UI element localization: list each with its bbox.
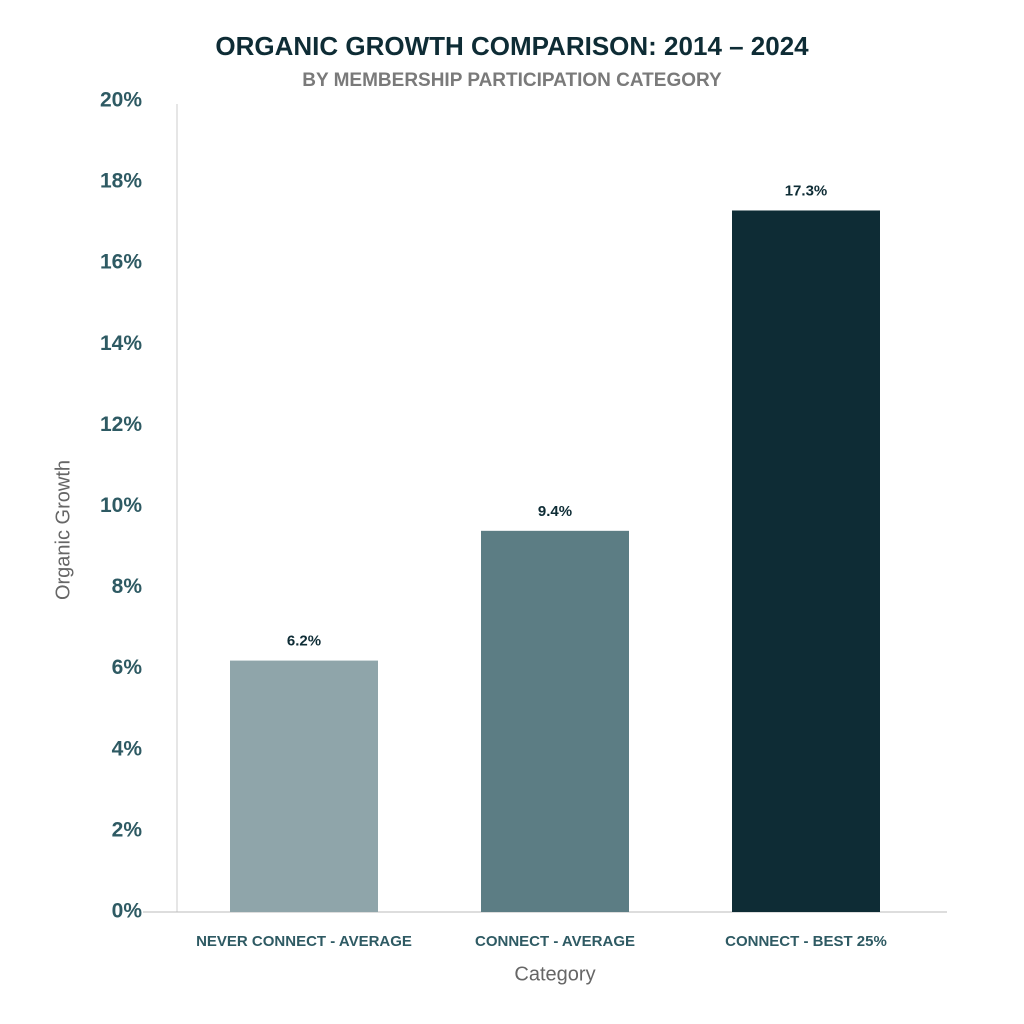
- y-tick-label: 20%: [100, 89, 142, 112]
- y-tick-label: 14%: [100, 332, 142, 355]
- y-tick-label: 16%: [100, 251, 142, 274]
- chart-title: ORGANIC GROWTH COMPARISON: 2014 – 2024: [215, 31, 809, 61]
- data-label: 6.2%: [287, 633, 321, 650]
- y-axis-label: Organic Growth: [52, 460, 74, 600]
- bar: [230, 660, 378, 912]
- bar: [481, 530, 629, 912]
- bar: [732, 210, 880, 913]
- data-label: 9.4%: [538, 503, 572, 520]
- y-tick-label: 2%: [112, 818, 143, 841]
- data-label: 17.3%: [785, 182, 828, 199]
- y-tick-label: 4%: [112, 737, 143, 760]
- chart-subtitle: BY MEMBERSHIP PARTICIPATION CATEGORY: [302, 70, 722, 91]
- x-axis-label: Category: [514, 963, 595, 985]
- x-tick-label: CONNECT - AVERAGE: [475, 933, 635, 950]
- y-tick-label: 8%: [112, 575, 143, 598]
- x-tick-label: CONNECT - BEST 25%: [725, 933, 887, 950]
- x-tick-label: NEVER CONNECT - AVERAGE: [196, 933, 412, 950]
- y-tick-label: 0%: [112, 900, 143, 923]
- y-tick-label: 12%: [100, 413, 142, 436]
- y-tick-label: 6%: [112, 656, 143, 679]
- y-tick-label: 18%: [100, 170, 142, 193]
- y-tick-label: 10%: [100, 494, 142, 517]
